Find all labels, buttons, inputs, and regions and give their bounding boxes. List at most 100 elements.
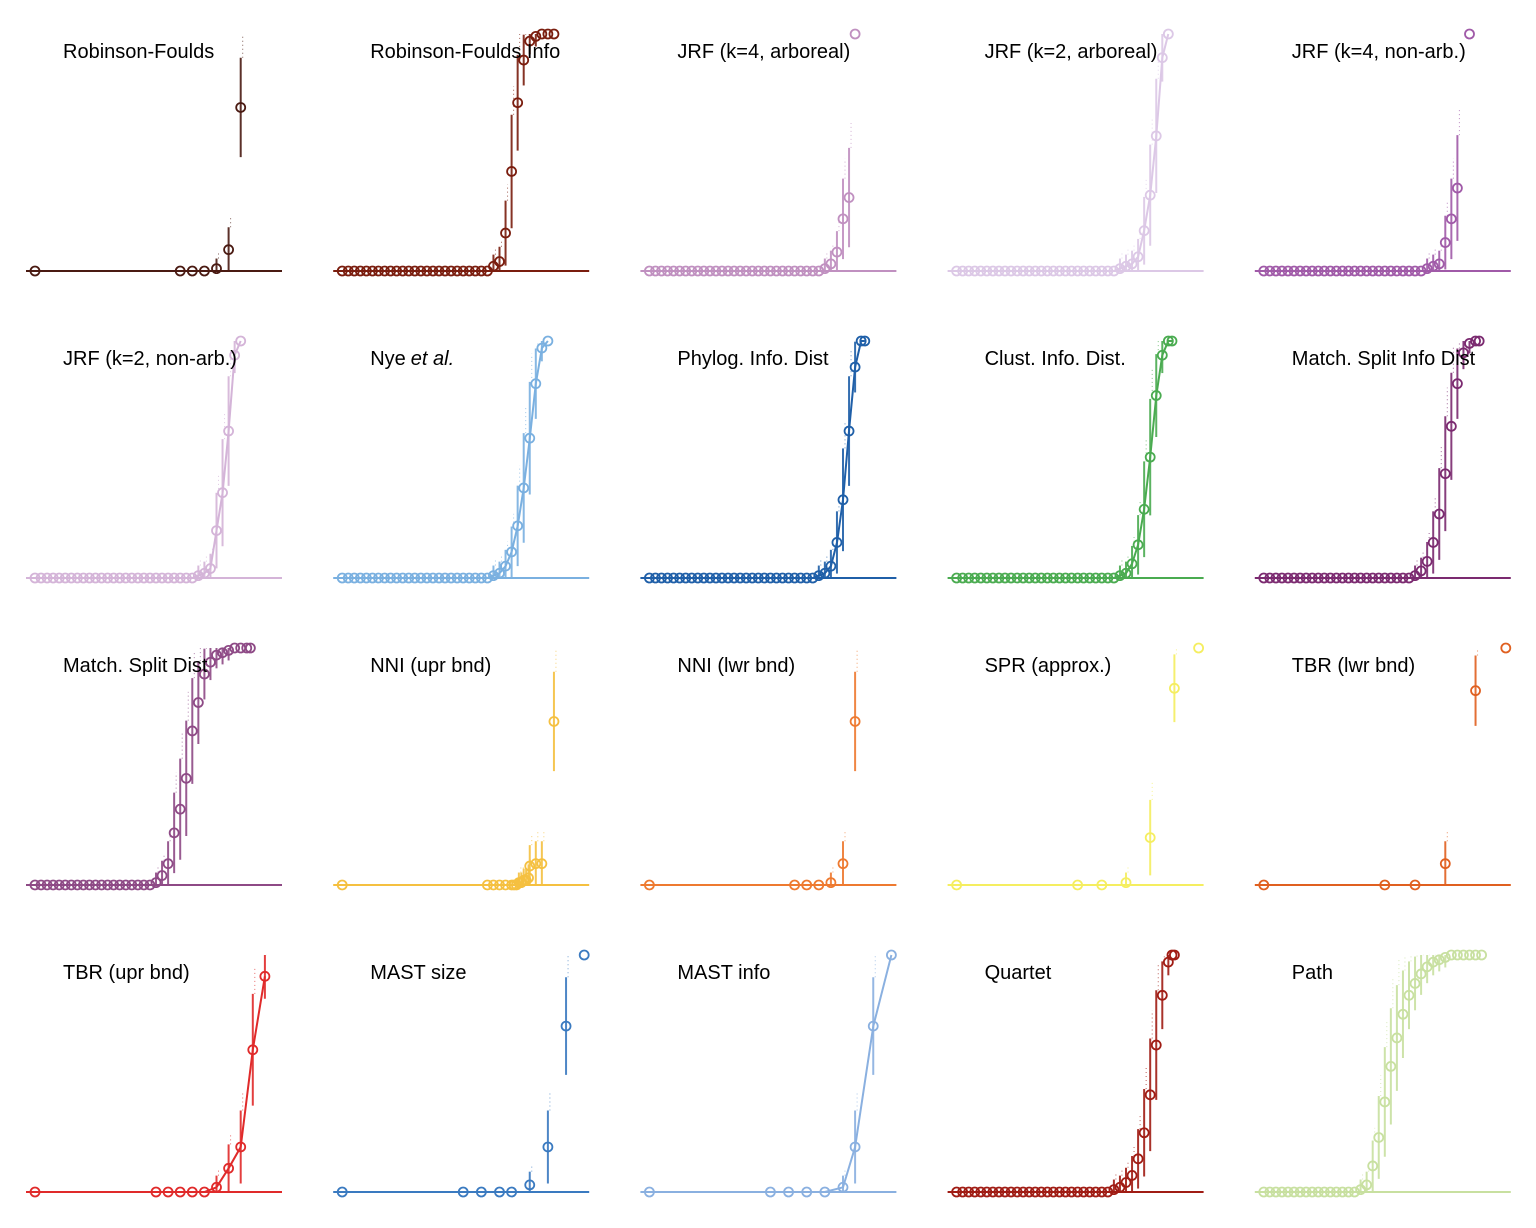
data-point bbox=[198, 265, 210, 277]
data-point bbox=[662, 572, 673, 584]
data-point bbox=[1379, 572, 1391, 584]
data-point bbox=[975, 1186, 987, 1198]
data-point bbox=[728, 265, 740, 277]
data-point bbox=[65, 879, 77, 891]
data-point bbox=[174, 1186, 186, 1198]
data-point bbox=[1041, 265, 1053, 277]
chart-panel: MAST size bbox=[333, 949, 590, 1198]
data-point bbox=[217, 647, 228, 659]
data-point bbox=[259, 970, 271, 982]
data-point bbox=[530, 30, 542, 42]
data-point bbox=[53, 572, 65, 584]
data-point bbox=[1060, 572, 1071, 584]
data-point bbox=[1258, 265, 1270, 277]
data-point bbox=[981, 265, 993, 277]
data-point bbox=[999, 265, 1011, 277]
data-point bbox=[78, 572, 89, 584]
data-point bbox=[789, 265, 800, 277]
data-point bbox=[1427, 260, 1439, 272]
data-point bbox=[1445, 213, 1457, 225]
panel-title-text: SPR (approx.) bbox=[985, 655, 1112, 677]
chart-panel: Robinson-Foulds bbox=[26, 34, 282, 277]
data-point bbox=[1120, 567, 1132, 579]
data-point bbox=[518, 54, 530, 66]
data-point bbox=[1306, 572, 1318, 584]
data-point bbox=[96, 572, 107, 584]
data-point bbox=[843, 425, 855, 437]
chart-panel: Clust. Info. Dist. bbox=[947, 335, 1204, 584]
data-point bbox=[1017, 1186, 1029, 1198]
data-point bbox=[1090, 572, 1102, 584]
panel-title: SPR (approx.) bbox=[985, 655, 1112, 677]
data-point bbox=[644, 1186, 655, 1198]
data-point bbox=[1023, 1186, 1035, 1198]
data-point bbox=[1066, 572, 1077, 584]
data-point bbox=[758, 572, 770, 584]
data-point bbox=[1276, 1186, 1288, 1198]
data-point bbox=[548, 716, 560, 727]
data-point bbox=[421, 572, 433, 584]
data-point bbox=[536, 28, 548, 40]
data-point bbox=[29, 1186, 41, 1198]
data-point bbox=[1029, 572, 1041, 584]
data-point bbox=[771, 572, 782, 584]
data-point bbox=[1126, 258, 1138, 270]
data-point bbox=[1126, 558, 1138, 570]
data-point bbox=[244, 642, 256, 654]
data-point bbox=[1072, 572, 1083, 584]
data-point bbox=[819, 567, 831, 579]
data-point bbox=[1331, 572, 1342, 584]
data-point bbox=[999, 572, 1011, 584]
data-point bbox=[656, 572, 667, 584]
data-point bbox=[223, 244, 235, 256]
data-point bbox=[789, 572, 800, 584]
panel-title-text: MAST size bbox=[370, 962, 466, 984]
fitted-curve bbox=[956, 33, 1170, 272]
data-point bbox=[397, 572, 409, 584]
data-point bbox=[1439, 858, 1451, 870]
data-point bbox=[807, 572, 819, 584]
data-point bbox=[463, 572, 475, 584]
data-point bbox=[1337, 1186, 1348, 1198]
data-point bbox=[674, 572, 686, 584]
data-point bbox=[752, 265, 764, 277]
data-point bbox=[975, 265, 987, 277]
data-point bbox=[662, 265, 673, 277]
data-point bbox=[1078, 265, 1090, 277]
data-point bbox=[415, 572, 427, 584]
data-point bbox=[1084, 265, 1096, 277]
data-point bbox=[439, 265, 451, 277]
data-point bbox=[1294, 572, 1306, 584]
data-point bbox=[475, 1186, 487, 1198]
data-point bbox=[59, 879, 71, 891]
data-point bbox=[186, 725, 198, 737]
data-point bbox=[831, 537, 843, 548]
data-point bbox=[987, 1186, 999, 1198]
data-point bbox=[53, 879, 65, 891]
data-point bbox=[1470, 685, 1481, 697]
data-point bbox=[385, 572, 397, 584]
chart-panel: JRF (k=4, non-arb.) bbox=[1254, 28, 1511, 277]
data-point bbox=[1318, 265, 1330, 277]
data-point bbox=[1318, 1186, 1330, 1198]
data-point bbox=[728, 572, 740, 584]
panel-title-text: Robinson-Foulds Info bbox=[370, 41, 560, 63]
data-point bbox=[783, 1186, 794, 1198]
data-point bbox=[1415, 565, 1427, 577]
data-point bbox=[1102, 572, 1114, 584]
fitted-curve bbox=[956, 340, 1172, 579]
data-point bbox=[168, 827, 180, 839]
data-point bbox=[542, 335, 554, 347]
data-point bbox=[174, 803, 186, 815]
data-point bbox=[1373, 572, 1385, 584]
data-point bbox=[1005, 572, 1017, 584]
panel-title-text: JRF (k=4, non-arb.) bbox=[1292, 41, 1466, 63]
data-point bbox=[801, 265, 813, 277]
data-point bbox=[1300, 265, 1312, 277]
data-point bbox=[481, 572, 493, 584]
data-point bbox=[1500, 642, 1512, 654]
data-point bbox=[1415, 265, 1427, 277]
data-point bbox=[975, 572, 987, 584]
data-point bbox=[1054, 265, 1065, 277]
